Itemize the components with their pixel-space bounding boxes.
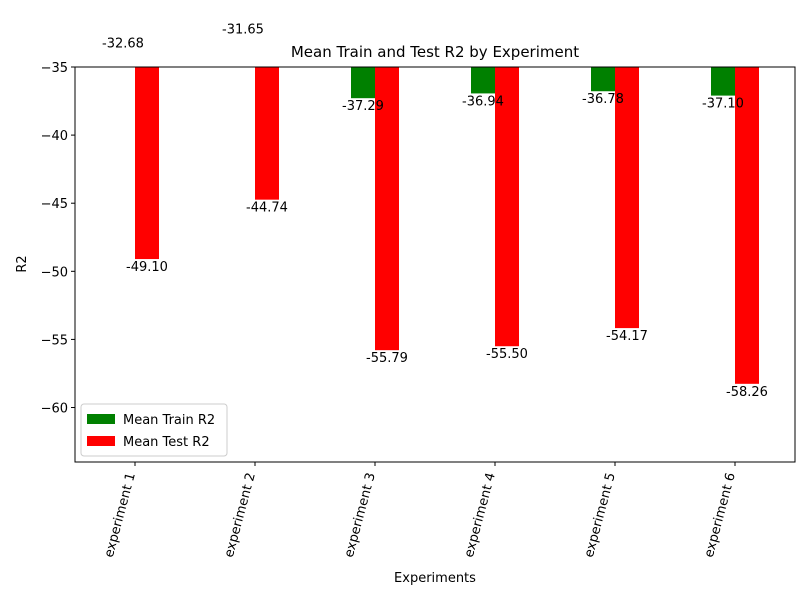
y-tick-label: −55 (41, 333, 68, 348)
plot-frame (74, 66, 796, 463)
bar (735, 67, 759, 384)
bar (375, 67, 399, 351)
value-label: -58.26 (726, 385, 768, 400)
bar (255, 67, 279, 200)
bars (135, 67, 759, 384)
y-tick-label: −40 (41, 129, 68, 144)
y-tick-label: −50 (41, 265, 68, 280)
value-label: -36.94 (462, 94, 504, 109)
bar (495, 67, 519, 347)
value-label: -37.29 (342, 99, 384, 114)
value-label: -49.10 (126, 260, 168, 275)
legend-label: Mean Train R2 (123, 413, 215, 428)
x-axis-label: Experiments (394, 571, 476, 586)
value-label: -36.78 (582, 92, 624, 107)
value-label: -37.10 (702, 97, 744, 112)
y-tick-label: −35 (41, 61, 68, 76)
legend-swatch (87, 436, 115, 446)
bar (591, 67, 615, 92)
value-label: -31.65 (222, 22, 264, 37)
value-label: -55.79 (366, 351, 408, 366)
bar (351, 67, 375, 99)
value-label: -55.50 (486, 347, 528, 362)
legend-swatch (87, 414, 115, 424)
y-axis-label: R2 (15, 255, 30, 272)
value-label: -32.68 (102, 36, 144, 51)
y-tick-label: −60 (41, 402, 68, 417)
bar (135, 67, 159, 260)
legend-label: Mean Test R2 (123, 435, 210, 450)
value-label: -44.74 (246, 201, 288, 216)
y-tick-label: −45 (41, 197, 68, 212)
bar (711, 67, 735, 96)
bar (615, 67, 639, 329)
bar (471, 67, 495, 94)
chart-title: Mean Train and Test R2 by Experiment (291, 43, 579, 61)
value-label: -54.17 (606, 329, 648, 344)
legend-frame (80, 403, 228, 457)
legend: Mean Train R2 Mean Test R2 (80, 403, 228, 457)
